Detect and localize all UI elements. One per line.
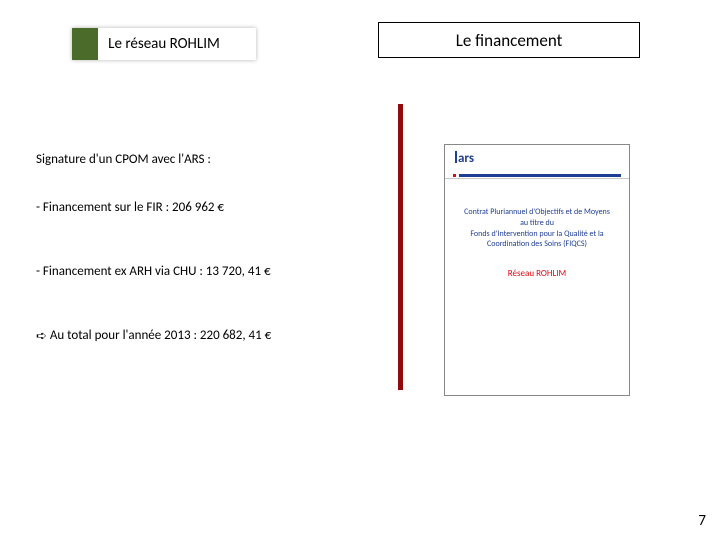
arrow-icon: ➪ <box>36 329 47 344</box>
header-title-label: Le financement <box>456 30 563 51</box>
ars-logo-text: ars <box>458 151 474 166</box>
financing-arh-line: - Financement ex ARH via CHU : 13 720, 4… <box>36 264 271 279</box>
header-network-accent <box>72 28 98 60</box>
financing-total-line: ➪ Au total pour l'année 2013 : 220 682, … <box>36 328 271 343</box>
header-title-box: Le financement <box>378 22 640 58</box>
slide: Le réseau ROHLIM Le financement Signatur… <box>0 0 720 540</box>
document-header-rule <box>453 174 621 177</box>
ars-logo: ars <box>455 151 474 166</box>
document-line-3: Fonds d'Intervention pour la Qualité et … <box>457 229 617 251</box>
document-thumbnail: ars Contrat Pluriannuel d'Objectifs et d… <box>444 144 630 396</box>
document-line-2: au titre du <box>457 218 617 229</box>
financing-total-text: Au total pour l'année 2013 : 220 682, 41… <box>50 328 271 343</box>
vertical-divider <box>398 104 403 390</box>
document-line-1: Contrat Pluriannuel d'Objectifs et de Mo… <box>457 207 617 218</box>
signature-line: Signature d'un CPOM avec l'ARS : <box>36 152 211 167</box>
financing-fir-line: - Financement sur le FIR : 206 962 € <box>36 200 224 215</box>
document-body: Contrat Pluriannuel d'Objectifs et de Mo… <box>445 179 629 279</box>
header-network-box: Le réseau ROHLIM <box>72 28 256 60</box>
ars-logo-accent <box>455 151 457 163</box>
document-header: ars <box>445 145 629 179</box>
document-network-line: Réseau ROHLIM <box>457 268 617 279</box>
header-network-label: Le réseau ROHLIM <box>108 35 220 53</box>
page-number: 7 <box>698 512 706 530</box>
